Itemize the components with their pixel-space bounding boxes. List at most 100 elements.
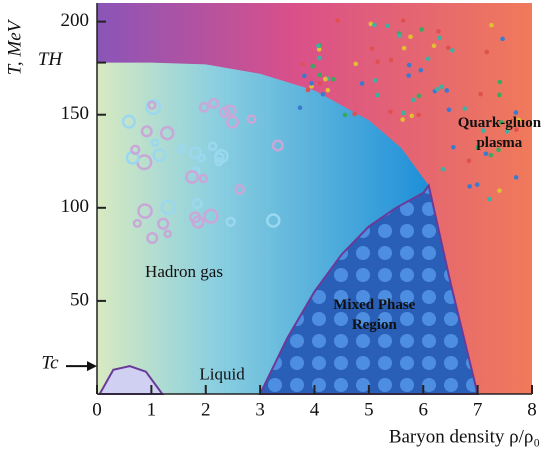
quark: [353, 61, 359, 67]
quark: [359, 81, 365, 86]
quark: [400, 117, 405, 122]
quark: [516, 117, 522, 123]
quark: [330, 76, 336, 82]
particle: [157, 217, 170, 230]
quark: [325, 87, 331, 93]
quark: [436, 29, 441, 34]
particle: [214, 157, 224, 167]
quark: [450, 48, 455, 53]
quark: [388, 57, 394, 63]
quark: [410, 97, 416, 103]
region-label: Mixed Phase: [333, 297, 415, 313]
x-tick-label: 2: [201, 399, 211, 420]
y-tick-label: 200: [61, 10, 90, 31]
quark: [513, 175, 519, 180]
quark: [372, 22, 377, 28]
quark: [305, 87, 311, 93]
quark: [418, 67, 424, 73]
quark: [487, 196, 492, 202]
particle: [198, 173, 209, 184]
quark: [497, 188, 502, 193]
particle: [225, 216, 236, 227]
particle: [121, 114, 136, 129]
quark: [439, 84, 445, 90]
quark: [501, 139, 507, 145]
quark: [316, 47, 322, 52]
quark: [496, 147, 501, 153]
quark: [416, 93, 422, 99]
quark: [451, 144, 456, 150]
arrow-head: [87, 361, 97, 372]
x-tick-label: 0: [92, 399, 102, 420]
quark: [309, 81, 314, 86]
particle: [188, 146, 202, 160]
x-tick-label: 8: [527, 399, 537, 420]
quark: [317, 72, 323, 78]
particle: [191, 197, 203, 210]
quark: [310, 63, 316, 69]
quark: [368, 21, 374, 27]
particle: [130, 144, 141, 155]
phase-region: [258, 183, 479, 395]
particle: [208, 97, 220, 109]
quark: [484, 49, 490, 55]
particle: [207, 141, 218, 152]
region-label: Region: [352, 317, 398, 333]
quark: [489, 22, 494, 28]
particle: [163, 229, 172, 239]
quark: [406, 73, 411, 78]
particle: [160, 199, 176, 216]
quark: [445, 45, 451, 51]
particle: [176, 144, 186, 154]
region-label: Liquid: [199, 364, 245, 383]
x-axis-label: Baryon density ρ/ρ₀: [389, 426, 540, 447]
quark: [401, 110, 406, 116]
particle: [218, 106, 231, 118]
particle: [271, 139, 284, 152]
quark: [478, 91, 483, 97]
quark: [431, 43, 437, 49]
quark: [323, 76, 328, 82]
particle: [185, 170, 200, 184]
x-tick-label: 4: [310, 399, 320, 420]
x-tick-label: 6: [419, 399, 429, 420]
particle: [198, 101, 210, 113]
quark: [497, 79, 503, 85]
quark: [408, 34, 413, 40]
quark: [462, 106, 468, 111]
quark: [396, 33, 402, 38]
quark: [352, 111, 357, 117]
quark: [466, 158, 472, 164]
region-label: Quark-gluon: [458, 115, 542, 131]
quark: [335, 18, 340, 23]
quark: [434, 86, 440, 92]
particle: [137, 203, 153, 219]
quark: [437, 35, 442, 41]
particle: [226, 115, 240, 129]
quark: [317, 81, 323, 86]
quark: [375, 92, 380, 98]
quark: [409, 113, 415, 119]
quark: [475, 145, 481, 150]
x-tick-label: 3: [255, 399, 265, 420]
particle: [132, 218, 142, 228]
particle: [246, 114, 257, 125]
quark: [297, 105, 303, 110]
particle: [150, 138, 160, 147]
y-axis-label: T, MeV: [4, 18, 25, 75]
quark: [488, 152, 494, 158]
quark: [500, 36, 505, 42]
quark: [514, 127, 519, 132]
y-tick-label: 100: [61, 196, 90, 217]
temperature-label: Tc: [41, 352, 59, 373]
temperature-label: TH: [38, 49, 64, 70]
particle: [152, 148, 167, 163]
quark: [440, 167, 446, 172]
y-tick-label: 150: [61, 103, 90, 124]
quark: [300, 61, 306, 67]
particle: [203, 208, 219, 224]
quark: [342, 112, 348, 118]
x-tick-label: 5: [364, 399, 374, 420]
quark: [406, 62, 412, 68]
